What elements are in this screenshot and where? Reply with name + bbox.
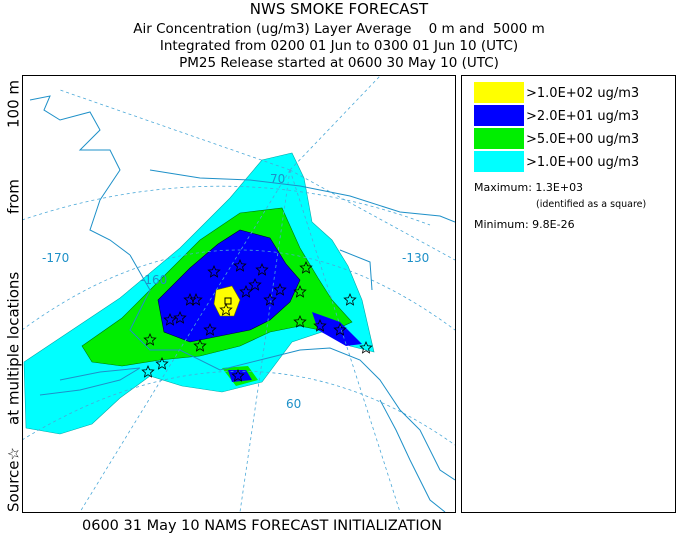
- legend-label: >5.0E+00 ug/m3: [526, 132, 639, 147]
- source-star: [203, 322, 217, 336]
- map-label: 70: [270, 172, 285, 186]
- source-markers: [141, 258, 373, 382]
- map: 70 -170 -160 -130 60: [22, 75, 456, 513]
- source-star: [343, 292, 357, 306]
- coastline: [129, 254, 455, 481]
- source-star: [263, 292, 277, 306]
- graticule: [289, 169, 455, 261]
- stat-maximum: Maximum: 1.3E+03: [474, 181, 583, 194]
- source-star: [248, 277, 262, 291]
- source-star: [293, 284, 307, 298]
- map-label: -130: [402, 251, 429, 265]
- legend-frame: [461, 75, 676, 513]
- graticule: [289, 76, 381, 171]
- side-label: Source☆ at multiple locations from 100 m: [5, 80, 23, 512]
- graticule: [23, 370, 455, 446]
- map-label: 60: [286, 397, 301, 411]
- source-star: [173, 310, 187, 324]
- source-star: [239, 284, 253, 298]
- coastline: [379, 399, 446, 512]
- source-star: [141, 364, 155, 378]
- source-star: [273, 282, 287, 296]
- graticule: [23, 249, 455, 331]
- legend-swatch: [474, 151, 524, 172]
- subtitle: Air Concentration (ug/m3) Layer Average …: [133, 21, 545, 37]
- legend-swatch: [474, 105, 524, 126]
- legend-swatch: [474, 82, 524, 103]
- subtitle: PM25 Release started at 0600 30 May 10 (…: [179, 55, 499, 71]
- source-star: [207, 264, 221, 278]
- source-star: [233, 258, 247, 272]
- stat-minimum: Minimum: 9.8E-26: [474, 218, 575, 231]
- source-star: [313, 318, 327, 332]
- source-star: [255, 262, 269, 276]
- graticule: [79, 169, 291, 512]
- plume-blue: [228, 370, 252, 382]
- legend-label: >1.0E+02 ug/m3: [526, 86, 639, 101]
- stat-maximum-note: (identified as a square): [536, 199, 646, 210]
- graticule: [239, 169, 291, 512]
- source-star: [193, 338, 207, 352]
- footer: 0600 31 May 10 NAMS FORECAST INITIALIZAT…: [82, 518, 442, 534]
- title: NWS SMOKE FORECAST: [250, 0, 429, 18]
- map-label: -170: [42, 251, 69, 265]
- legend-label: >1.0E+00 ug/m3: [526, 155, 639, 170]
- coastline: [39, 367, 141, 396]
- legend: >1.0E+02 ug/m3 >2.0E+01 ug/m3 >5.0E+00 ug/…: [461, 75, 676, 513]
- subtitle: Integrated from 0200 01 Jun to 0300 01 J…: [160, 38, 518, 54]
- source-star: [231, 368, 245, 382]
- source-star: [219, 302, 233, 316]
- source-star: [359, 340, 373, 354]
- source-star: [155, 356, 169, 370]
- maximum-square: [224, 297, 232, 305]
- side-label-part: 100 m: [5, 80, 23, 128]
- graticule: [59, 89, 291, 171]
- source-star: [333, 322, 347, 336]
- side-label-part: at multiple locations: [5, 272, 23, 425]
- source-star: [293, 314, 307, 328]
- side-label-part: Source☆: [5, 447, 23, 512]
- legend-swatch: [474, 128, 524, 149]
- side-label-part: from: [5, 179, 23, 214]
- source-star: [299, 260, 313, 274]
- source-star: [143, 332, 157, 346]
- source-star: [163, 312, 177, 326]
- plume-blue: [312, 312, 362, 346]
- legend-label: >2.0E+01 ug/m3: [526, 109, 639, 124]
- map-label: -160: [140, 273, 167, 287]
- map-frame: [22, 75, 456, 513]
- coastline: [29, 95, 131, 256]
- coastline: [339, 249, 373, 291]
- source-star: [183, 292, 197, 306]
- coastline: [149, 169, 455, 223]
